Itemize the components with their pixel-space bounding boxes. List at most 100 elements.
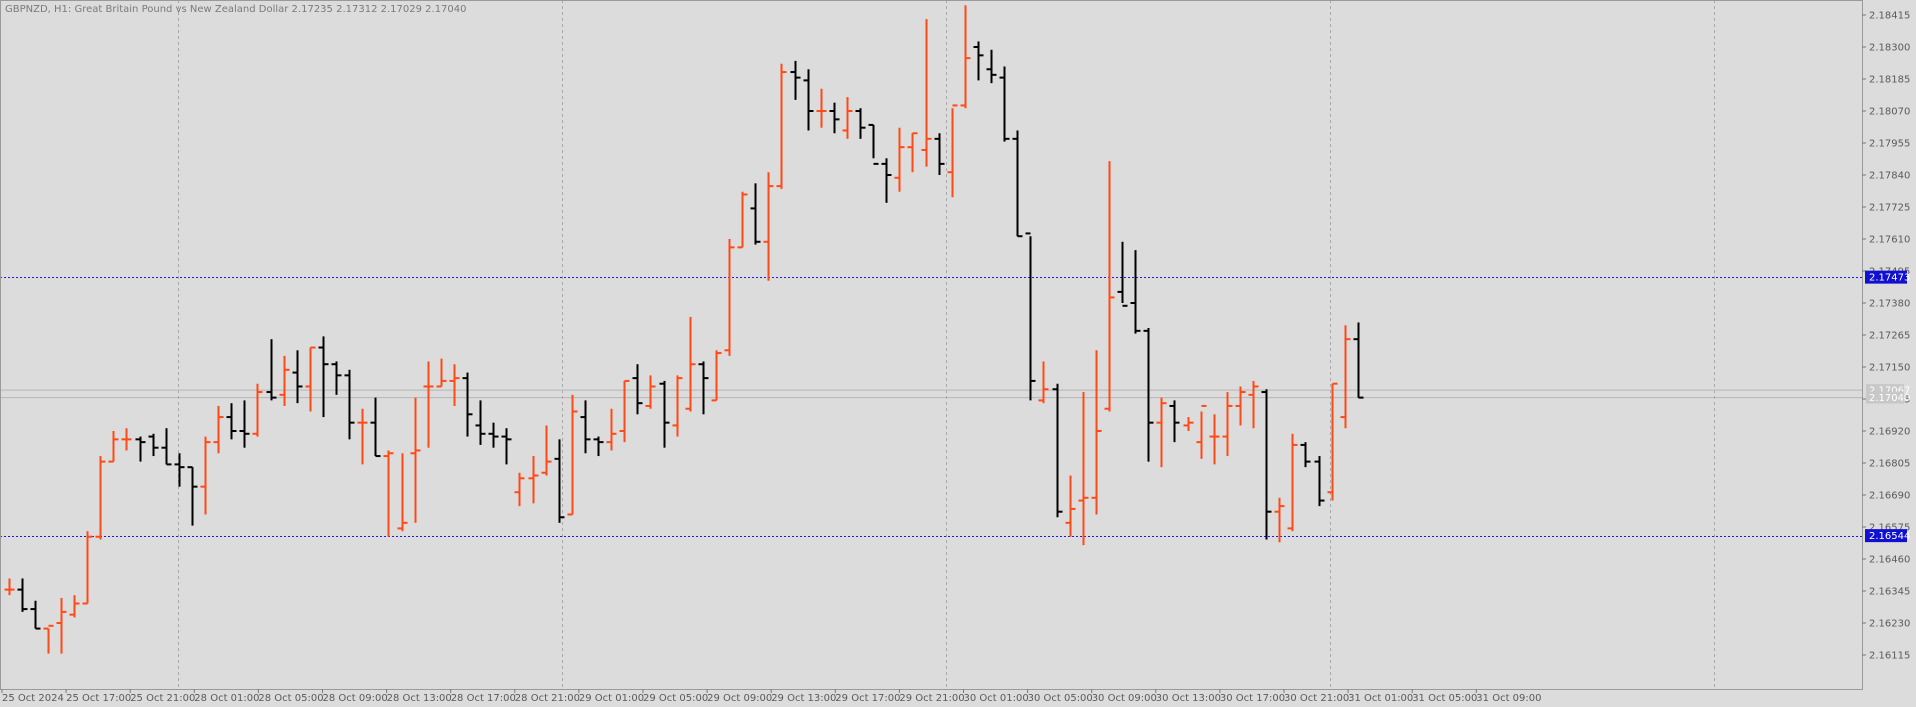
ohlc-bar	[501, 428, 512, 465]
chart-header: GBPNZD, H1: Great Britain Pound vs New Z…	[5, 4, 467, 15]
ohlc-bar	[829, 102, 840, 134]
ohlc-bar	[790, 60, 801, 100]
y-tick-label: 2.16115	[1869, 651, 1910, 662]
ohlc-bar	[226, 403, 237, 440]
ohlc-bar	[397, 453, 408, 532]
x-tick-label: 30 Oct 21:00	[1284, 693, 1349, 704]
ohlc-bar	[934, 133, 945, 175]
ohlc-bar	[999, 66, 1010, 142]
ohlc-bar	[1314, 456, 1325, 507]
ohlc-bar	[357, 408, 368, 465]
level-price-tag: 2.16544	[1865, 529, 1910, 543]
ohlc-bar	[1156, 397, 1167, 468]
plot-frame	[0, 0, 1863, 690]
x-tick-label: 29 Oct 09:00	[707, 693, 772, 704]
y-tick-label: 2.18415	[1869, 11, 1910, 22]
x-tick-label: 30 Oct 05:00	[1028, 693, 1093, 704]
x-tick-label: 31 Oct 05:00	[1412, 693, 1477, 704]
ohlc-bar	[174, 453, 185, 487]
ohlc-bar	[279, 355, 290, 406]
y-tick-label: 2.17725	[1869, 203, 1910, 214]
ohlc-bar	[1104, 161, 1115, 412]
y-tick-label: 2.17150	[1869, 363, 1910, 374]
ohlc-bar	[685, 316, 696, 412]
ohlc-bar	[803, 69, 814, 131]
ohlc-bar	[161, 428, 172, 466]
ohlc-bar	[1300, 442, 1311, 468]
ohlc-bar	[1235, 386, 1246, 426]
ohlc-bar	[410, 397, 421, 523]
ohlc-bar	[449, 364, 460, 406]
level-price-tag: 2.17473	[1865, 270, 1910, 284]
ohlc-bar	[593, 436, 604, 457]
y-tick-label: 2.16690	[1869, 491, 1910, 502]
ohlc-bar	[488, 422, 499, 448]
ohlc-bar	[1248, 380, 1259, 429]
ohlc-bar	[1261, 389, 1272, 540]
ohlc-bar	[43, 624, 54, 654]
ohlc-bar	[855, 108, 866, 139]
x-tick-label: 28 Oct 01:00	[194, 693, 259, 704]
ohlc-bar	[148, 433, 159, 457]
ohlc-bar	[816, 88, 827, 128]
ohlc-bar	[56, 597, 67, 654]
x-tick-label: 28 Oct 05:00	[258, 693, 323, 704]
y-axis-ticks: 2.18415 2.18300 2.18185 2.18070 2.17955 2.178…	[1862, 11, 1910, 662]
ohlc-bar	[370, 397, 381, 458]
ohlc-bar	[973, 41, 984, 81]
ohlc-bar	[986, 49, 997, 84]
ohlc-bar	[1196, 404, 1207, 459]
ohlc-bar	[475, 400, 486, 445]
ohlc-bar	[724, 239, 735, 356]
ohlc-bar	[383, 450, 394, 537]
x-tick-label: 29 Oct 13:00	[771, 693, 836, 704]
y-tick-label: 2.18070	[1869, 107, 1910, 118]
ohlc-bar	[881, 158, 892, 203]
ohlc-bar	[1038, 361, 1049, 404]
ohlc-bar	[698, 361, 709, 415]
ohlc-bar	[528, 456, 539, 504]
ohlc-bar	[921, 19, 932, 167]
x-tick-label: 25 Oct 2024	[2, 693, 64, 704]
ohlc-bar	[567, 394, 578, 516]
y-tick-label: 2.17840	[1869, 171, 1910, 182]
ohlc-bar	[69, 595, 80, 618]
x-tick-label: 29 Oct 17:00	[835, 693, 900, 704]
ohlc-bar	[868, 123, 879, 165]
y-tick-label: 2.16230	[1869, 619, 1910, 630]
ohlc-bar	[266, 339, 277, 401]
ohlc-bar	[659, 380, 670, 448]
ohlc-bar	[632, 364, 643, 415]
level-price-tag-bg	[1865, 270, 1907, 284]
ohlc-bar	[252, 383, 263, 437]
grid-lines	[178, 0, 1715, 689]
x-tick-label: 30 Oct 13:00	[1156, 693, 1221, 704]
x-tick-label: 28 Oct 21:00	[515, 693, 580, 704]
current-price-tag: 2.17040	[1866, 391, 1910, 404]
ohlc-bar	[1274, 497, 1285, 543]
ohlc-bar	[331, 361, 342, 395]
ohlc-bar	[645, 375, 656, 409]
ohlc-bar	[514, 472, 525, 507]
x-tick-label: 29 Oct 01:00	[579, 693, 644, 704]
x-tick-label: 28 Oct 13:00	[387, 693, 452, 704]
y-tick-label: 2.16460	[1869, 555, 1910, 566]
level-price-tag-bg	[1865, 529, 1907, 543]
ohlc-bar	[1209, 414, 1220, 465]
ohlc-bar	[213, 405, 224, 454]
ohlc-bar	[947, 104, 958, 198]
ohlc-bar	[423, 361, 434, 448]
x-tick-label: 31 Oct 09:00	[1476, 693, 1541, 704]
ohlc-bar	[960, 5, 971, 109]
ohlc-bar	[1340, 325, 1351, 429]
ohlc-bar	[894, 127, 905, 192]
price-bars	[4, 5, 1364, 654]
ohlc-bar	[462, 372, 473, 437]
ohlc-bar	[1327, 382, 1338, 501]
ohlc-bar	[1078, 392, 1089, 546]
y-tick-label: 2.16575	[1869, 523, 1910, 534]
ohlc-bar	[711, 350, 722, 402]
